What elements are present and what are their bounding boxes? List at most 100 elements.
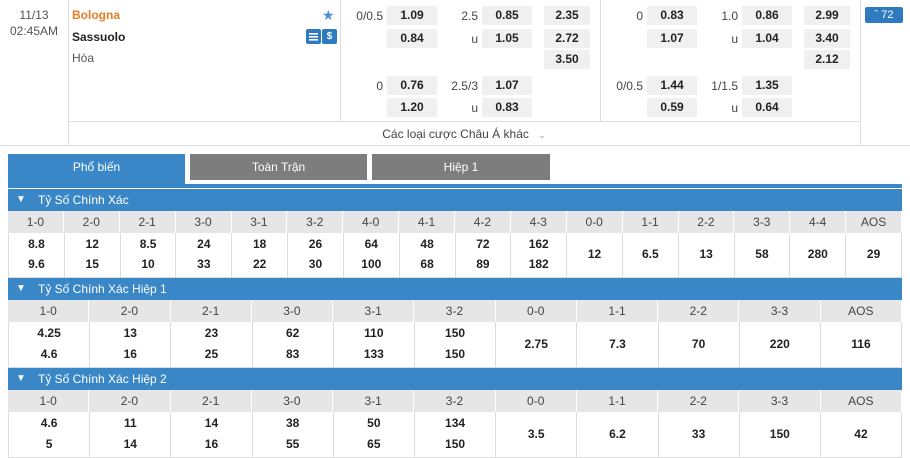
draw-score-odds[interactable]: 2.75 [524,337,548,351]
away-score-odds[interactable]: 16 [123,347,137,361]
home-score-odds[interactable]: 4.6 [40,416,58,430]
score-odds-cell[interactable]: 70 [659,322,740,367]
home-score-odds[interactable]: 4.25 [37,326,61,340]
away-score-odds[interactable]: 65 [367,437,381,451]
score-odds-cell[interactable]: 7.3 [577,322,659,367]
home-score-odds[interactable]: 8.8 [28,237,45,251]
score-odds-cell[interactable]: 116 [821,322,903,367]
score-odds-cell[interactable]: 280 [790,233,847,277]
tab-full-match[interactable]: Toàn Trận [190,154,367,180]
more-markets-button[interactable]: ˆ 72 [865,7,903,23]
away-score-odds[interactable]: 10 [141,257,155,271]
ft-handicap-home-1[interactable]: 1.09 [387,6,437,25]
draw-score-odds[interactable]: 29 [866,247,881,261]
home-score-odds[interactable]: 11 [123,416,137,430]
away-score-odds[interactable]: 4.6 [40,347,58,361]
ft-handicap-away-1[interactable]: 0.84 [387,29,437,48]
away-score-odds[interactable]: 33 [197,257,211,271]
score-odds-cell[interactable]: 4.6 5 [8,412,91,457]
away-score-odds[interactable]: 55 [285,437,300,451]
ft-1x2-home[interactable]: 2.35 [544,6,590,25]
score-odds-cell[interactable]: 3.5 [496,412,578,457]
ht-over-2[interactable]: 1.35 [742,76,792,95]
home-score-odds[interactable]: 26 [308,237,323,251]
away-score-odds[interactable]: 89 [476,257,490,271]
away-score-odds[interactable]: 30 [308,257,323,271]
home-score-odds[interactable]: 18 [252,237,267,251]
score-odds-cell[interactable]: 6.5 [623,233,679,277]
away-score-odds[interactable]: 83 [285,347,300,361]
home-score-odds[interactable]: 23 [204,326,219,340]
score-odds-cell[interactable]: 6.2 [577,412,659,457]
ht-over-1[interactable]: 0.86 [742,6,792,25]
score-odds-cell[interactable]: 62 83 [253,322,334,367]
score-odds-cell[interactable]: 64 100 [344,233,400,277]
ft-under-2[interactable]: 0.83 [482,98,532,117]
score-odds-cell[interactable]: 13 [679,233,735,277]
away-score-odds[interactable]: 15 [85,257,99,271]
home-score-odds[interactable]: 150 [445,326,466,340]
home-score-odds[interactable]: 24 [197,237,211,251]
score-odds-cell[interactable]: 50 65 [334,412,415,457]
away-score-odds[interactable]: 5 [45,437,53,451]
ht-under-2[interactable]: 0.64 [742,98,792,117]
home-score-odds[interactable]: 8.5 [139,237,157,251]
more-asian-bets-link[interactable]: Các loại cược Châu Á khác ⌄ [68,121,860,145]
score-odds-cell[interactable]: 12 15 [65,233,121,277]
stats-icon[interactable] [306,29,321,44]
score-odds-cell[interactable]: 38 55 [253,412,334,457]
home-score-odds[interactable]: 162 [528,237,549,251]
score-odds-cell[interactable]: 2.75 [496,322,578,367]
ft-under-1[interactable]: 1.05 [482,29,532,48]
favorite-star-icon[interactable]: ★ [322,7,335,23]
home-score-odds[interactable]: 134 [445,416,466,430]
score-odds-cell[interactable]: 4.25 4.6 [8,322,91,367]
tab-first-half[interactable]: Hiệp 1 [372,154,550,180]
home-score-odds[interactable]: 14 [204,416,219,430]
section-header[interactable]: ▼ Tỷ Số Chính Xác Hiệp 2 [8,368,902,390]
score-odds-cell[interactable]: 150 150 [415,322,497,367]
home-score-odds[interactable]: 50 [367,416,381,430]
score-odds-cell[interactable]: 58 [735,233,791,277]
draw-score-odds[interactable]: 58 [755,247,769,261]
score-odds-cell[interactable]: 162 182 [511,233,568,277]
score-odds-cell[interactable]: 8.8 9.6 [8,233,65,277]
away-score-odds[interactable]: 133 [363,347,384,361]
home-score-odds[interactable]: 64 [364,237,378,251]
ht-handicap-home-1[interactable]: 0.83 [647,6,697,25]
ft-1x2-draw[interactable]: 3.50 [544,50,590,69]
score-odds-cell[interactable]: 42 [821,412,903,457]
away-score-odds[interactable]: 182 [528,257,549,271]
away-score-odds[interactable]: 68 [420,257,434,271]
home-score-odds[interactable]: 48 [420,237,434,251]
score-odds-cell[interactable]: 33 [659,412,740,457]
home-team[interactable]: Bologna [72,8,120,22]
away-score-odds[interactable]: 22 [252,257,267,271]
ft-1x2-away[interactable]: 2.72 [544,29,590,48]
money-icon[interactable]: $ [322,29,337,44]
home-score-odds[interactable]: 62 [285,326,300,340]
away-score-odds[interactable]: 9.6 [28,257,45,271]
ft-over-2[interactable]: 1.07 [482,76,532,95]
tab-popular[interactable]: Phổ biến [8,154,185,184]
score-odds-cell[interactable]: 48 68 [400,233,456,277]
home-score-odds[interactable]: 110 [364,326,384,340]
home-score-odds[interactable]: 12 [85,237,99,251]
draw-score-odds[interactable]: 33 [691,427,706,441]
score-odds-cell[interactable]: 29 [846,233,902,277]
ht-1x2-home[interactable]: 2.99 [804,6,850,25]
away-score-odds[interactable]: 100 [361,257,382,271]
ht-1x2-draw[interactable]: 2.12 [804,50,850,69]
score-odds-cell[interactable]: 24 33 [176,233,233,277]
score-odds-cell[interactable]: 26 30 [288,233,344,277]
ft-handicap-away-2[interactable]: 1.20 [387,98,437,117]
draw-score-odds[interactable]: 6.5 [642,247,659,261]
away-team[interactable]: Sassuolo [72,30,126,44]
draw-score-odds[interactable]: 280 [807,247,828,261]
ht-1x2-away[interactable]: 3.40 [804,29,850,48]
score-odds-cell[interactable]: 150 [740,412,821,457]
away-score-odds[interactable]: 25 [204,347,219,361]
draw-score-odds[interactable]: 12 [587,247,602,261]
ft-over-1[interactable]: 0.85 [482,6,532,25]
draw-score-odds[interactable]: 3.5 [527,427,545,441]
